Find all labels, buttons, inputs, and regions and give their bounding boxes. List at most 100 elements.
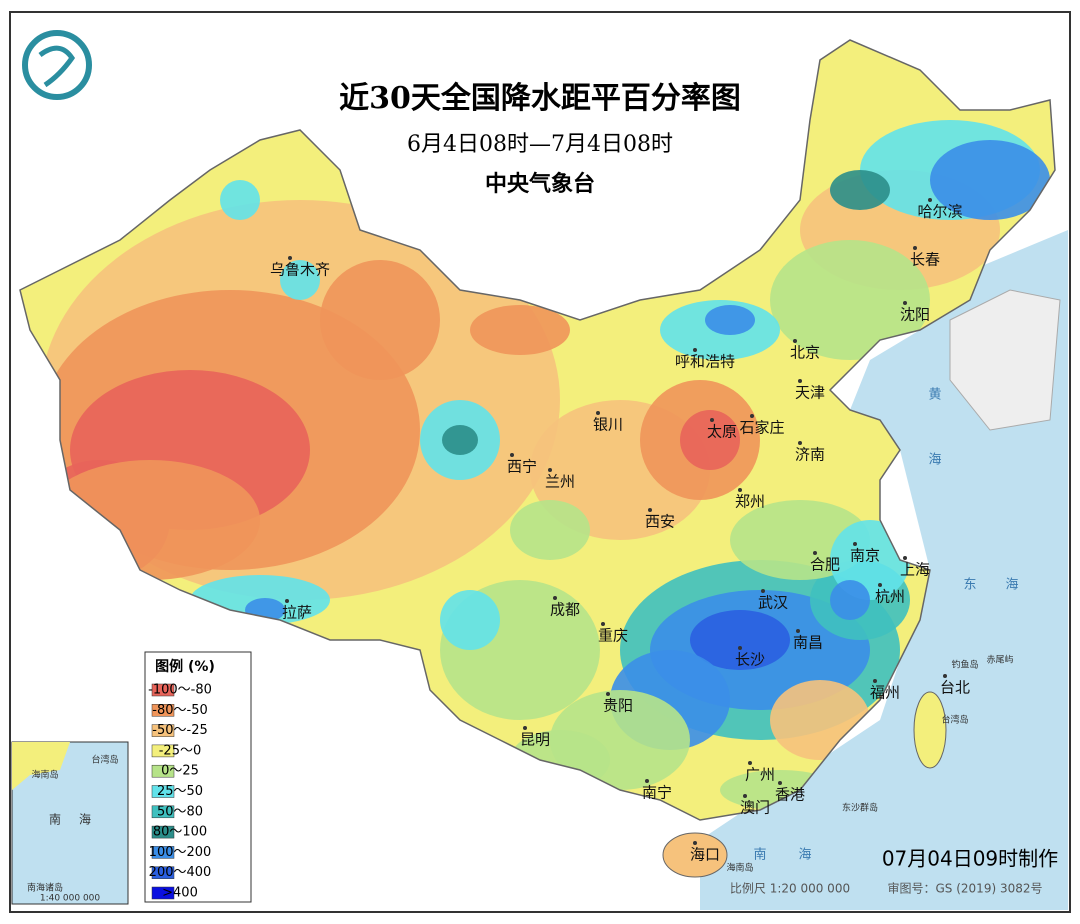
city-label: 郑州 bbox=[735, 493, 765, 511]
legend-swatch bbox=[151, 825, 175, 839]
city-label: 武汉 bbox=[758, 594, 788, 612]
city-label: 杭州 bbox=[875, 588, 905, 606]
scale: 比例尺 1:20 000 000 bbox=[730, 882, 850, 896]
inset-label: 海 bbox=[79, 812, 91, 827]
city-dot bbox=[710, 418, 714, 422]
city-label: 拉萨 bbox=[282, 604, 312, 622]
legend-swatch bbox=[151, 886, 175, 900]
city-label: 西宁 bbox=[507, 458, 537, 476]
city-label: 澳门 bbox=[740, 799, 770, 817]
inset-label: 海南岛 bbox=[31, 769, 58, 781]
city-label: 济南 bbox=[795, 446, 825, 464]
logo bbox=[22, 30, 92, 100]
city-dot bbox=[793, 339, 797, 343]
legend-swatch bbox=[151, 846, 175, 859]
precip-patch bbox=[220, 180, 260, 220]
sea-label: 南 bbox=[753, 847, 766, 863]
legend-label: -50～-25 bbox=[152, 723, 207, 738]
legend-label: 25～50 bbox=[157, 784, 203, 799]
legend-swatch bbox=[151, 704, 175, 717]
precip-patch bbox=[680, 410, 740, 470]
sea-label: 海 bbox=[928, 453, 941, 468]
city-label: 广州 bbox=[745, 766, 775, 784]
city-label: 福州 bbox=[870, 684, 900, 702]
city-dot bbox=[523, 726, 527, 730]
precip-patch bbox=[930, 140, 1050, 220]
city-label: 乌鲁木齐 bbox=[270, 261, 330, 279]
city-dot bbox=[748, 761, 752, 765]
city-label: 北京 bbox=[790, 344, 820, 362]
city-label: 哈尔滨 bbox=[917, 203, 962, 221]
city-dot bbox=[548, 468, 552, 472]
legend-title: 图例 (%) bbox=[155, 658, 215, 675]
legend-swatch bbox=[151, 683, 175, 697]
city-dot bbox=[798, 379, 802, 383]
city-dot bbox=[743, 794, 747, 798]
city-label: 南宁 bbox=[642, 784, 672, 802]
city-dot bbox=[606, 692, 610, 696]
city-dot bbox=[553, 596, 557, 600]
city-dot bbox=[288, 256, 292, 260]
city-dot bbox=[750, 414, 754, 418]
city-label: 太原 bbox=[707, 423, 737, 441]
city-dot bbox=[943, 674, 947, 678]
city-label: 南昌 bbox=[793, 634, 823, 652]
city-dot bbox=[648, 508, 652, 512]
city-label: 重庆 bbox=[598, 627, 628, 645]
city-label: 银川 bbox=[593, 416, 623, 434]
precip-patch bbox=[830, 170, 890, 210]
city-label: 海口 bbox=[690, 846, 720, 864]
legend-label: -100～-80 bbox=[148, 683, 212, 698]
sea-label: 东 bbox=[963, 578, 976, 593]
inset-land bbox=[12, 742, 70, 790]
legend-label: -80～-50 bbox=[152, 703, 207, 718]
city-label: 呼和浩特 bbox=[675, 353, 735, 371]
precip-patch bbox=[442, 425, 478, 455]
city-label: 上海 bbox=[900, 561, 930, 579]
precip-patch bbox=[510, 500, 590, 560]
city-dot bbox=[928, 198, 932, 202]
city-dot bbox=[738, 488, 742, 492]
legend-label: >400 bbox=[162, 886, 198, 901]
legend-label: 80～100 bbox=[153, 825, 207, 840]
legend-label: 50～80 bbox=[157, 804, 203, 819]
review-no: 审图号：GS (2019) 3082号 bbox=[888, 881, 1043, 896]
title: 近30天全国降水距平百分率图 bbox=[339, 81, 741, 116]
city-dot bbox=[853, 542, 857, 546]
city-label: 天津 bbox=[795, 384, 825, 402]
precip-patch bbox=[440, 590, 500, 650]
hainan bbox=[662, 832, 728, 878]
legend-swatch bbox=[151, 724, 175, 737]
city-dot bbox=[761, 589, 765, 593]
island-label: 台湾岛 bbox=[941, 714, 968, 726]
city-label: 昆明 bbox=[520, 731, 550, 749]
city-dot bbox=[813, 551, 817, 555]
legend-swatch bbox=[151, 866, 175, 879]
city-label: 南京 bbox=[850, 547, 880, 565]
city-label: 成都 bbox=[550, 601, 580, 619]
legend-swatch bbox=[151, 785, 175, 798]
city-label: 合肥 bbox=[810, 556, 840, 574]
city-label: 台北 bbox=[940, 679, 970, 697]
precip-patch bbox=[770, 240, 930, 360]
precip-patch bbox=[280, 260, 320, 300]
city-label: 香港 bbox=[775, 786, 805, 804]
island-label: 东沙群岛 bbox=[842, 802, 878, 814]
island-label: 钓鱼岛 bbox=[951, 659, 978, 671]
legend-label: -25～0 bbox=[159, 743, 202, 758]
city-label: 兰州 bbox=[545, 473, 575, 491]
precip-patch bbox=[830, 580, 870, 620]
legend-swatch bbox=[151, 764, 175, 778]
city-dot bbox=[596, 411, 600, 415]
city-dot bbox=[738, 646, 742, 650]
inset-label: 1:40 000 000 bbox=[40, 894, 101, 904]
inset-label: 南海诸岛 bbox=[27, 882, 63, 894]
city-dot bbox=[913, 246, 917, 250]
taiwan bbox=[913, 691, 947, 769]
city-dot bbox=[903, 301, 907, 305]
city-label: 石家庄 bbox=[739, 419, 784, 437]
legend-swatch bbox=[151, 744, 175, 758]
city-label: 西安 bbox=[645, 513, 675, 531]
sea-label: 黄 bbox=[928, 388, 941, 403]
island-label: 赤尾屿 bbox=[986, 655, 1013, 666]
